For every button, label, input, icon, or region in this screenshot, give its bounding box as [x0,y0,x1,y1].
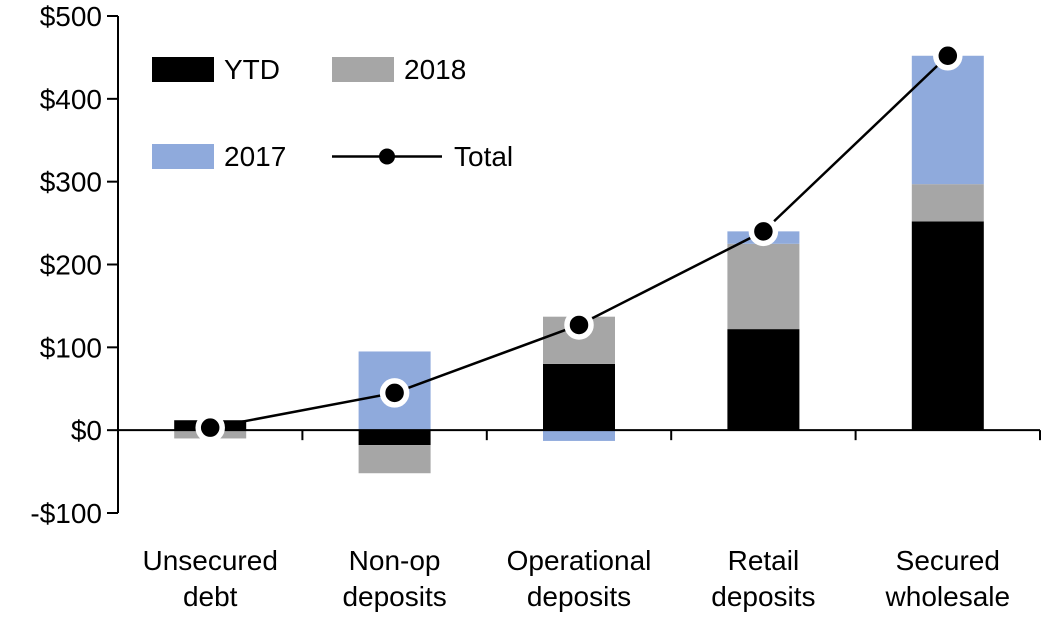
legend-swatch-2018 [332,57,394,82]
total-line-marker-0 [195,412,225,443]
bar-segment-2018-3 [727,243,800,330]
legend-label-ytd: YTD [224,54,280,85]
bar-segment-ytd-3 [727,329,800,431]
bar-segment-ytd-2 [543,363,615,431]
total-line-marker-4 [933,41,963,71]
y-tick-label: -$100 [30,498,102,529]
bar-segment-ytd-1 [358,430,431,446]
bar-segment-2017-2 [543,430,615,441]
y-tick-label: $500 [40,1,102,32]
legend-swatch-ytd [152,57,214,82]
legend-swatch-2017 [152,144,214,169]
total-line-marker-2 [564,310,594,340]
legend-label-2018: 2018 [404,54,466,85]
legend-total-marker-icon [379,148,395,165]
y-tick-label: $200 [40,250,102,281]
y-tick-label: $400 [40,84,102,115]
bar-segment-2017-4 [911,55,984,185]
y-tick-label: $0 [71,415,102,446]
legend-label-total: Total [454,141,513,172]
total-line-marker-3 [748,216,779,247]
category-label-line1: Unsecured [142,545,277,576]
category-label-line2: debt [183,581,238,612]
bar-segment-2018-1 [358,445,431,474]
category-label-line1: Secured [896,545,1000,576]
category-label-line2: deposits [711,581,815,612]
legend-label-2017: 2017 [224,141,286,172]
category-label-line2: deposits [342,581,446,612]
y-tick-label: $300 [40,167,102,198]
bar-segment-ytd-4 [911,221,984,431]
total-line-marker-1 [379,378,410,408]
category-label-line2: deposits [527,581,631,612]
y-tick-label: $100 [40,332,102,363]
category-label-line1: Operational [507,545,652,576]
bar-segment-2018-4 [911,184,984,222]
category-label-line2: wholesale [885,581,1011,612]
category-label-line1: Retail [728,545,800,576]
category-label-line1: Non-op [349,545,441,576]
